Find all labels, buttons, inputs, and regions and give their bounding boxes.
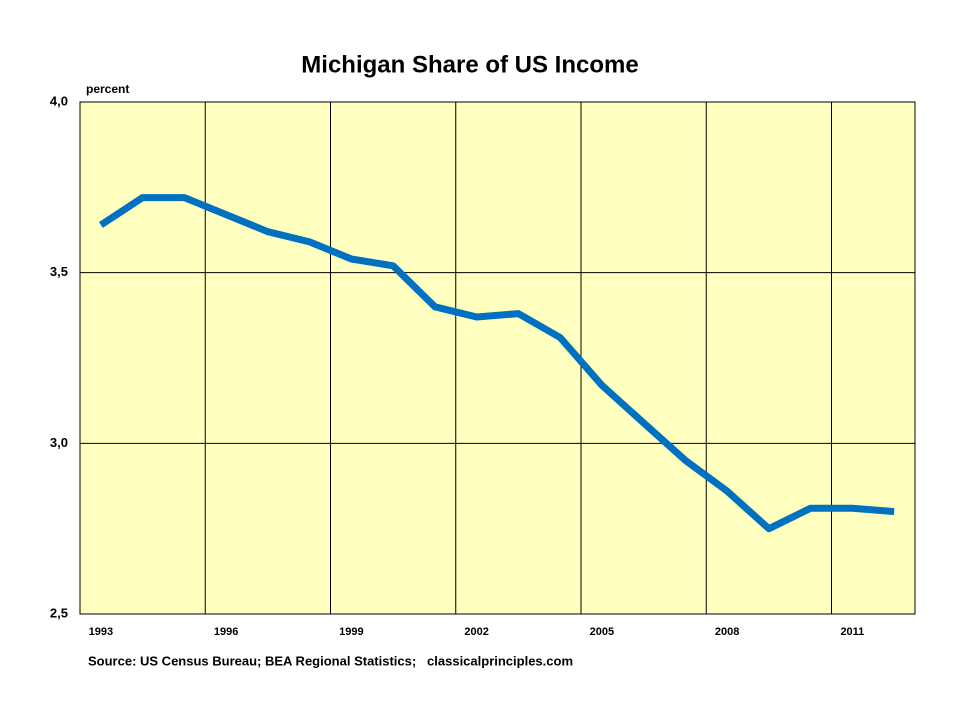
x-tick-label: 2011 xyxy=(840,626,864,638)
y-tick-label: 4,0 xyxy=(50,93,68,108)
x-tick-label: 1996 xyxy=(214,626,238,638)
x-tick-label: 2008 xyxy=(715,626,739,638)
source-note: Source: US Census Bureau; BEA Regional S… xyxy=(88,653,573,668)
chart-title: Michigan Share of US Income xyxy=(301,51,638,78)
x-tick-label: 1999 xyxy=(339,626,363,638)
data-line xyxy=(98,194,895,533)
x-tick-label: 2002 xyxy=(464,626,488,638)
y-tick-label: 3,5 xyxy=(50,264,68,279)
y-tick-label: 2,5 xyxy=(50,605,68,620)
y-axis-label: percent xyxy=(86,82,129,96)
x-tick-label: 2005 xyxy=(590,626,614,638)
plot-border xyxy=(79,101,916,615)
y-tick-label: 3,0 xyxy=(50,435,68,450)
x-tick-label: 1993 xyxy=(89,626,113,638)
